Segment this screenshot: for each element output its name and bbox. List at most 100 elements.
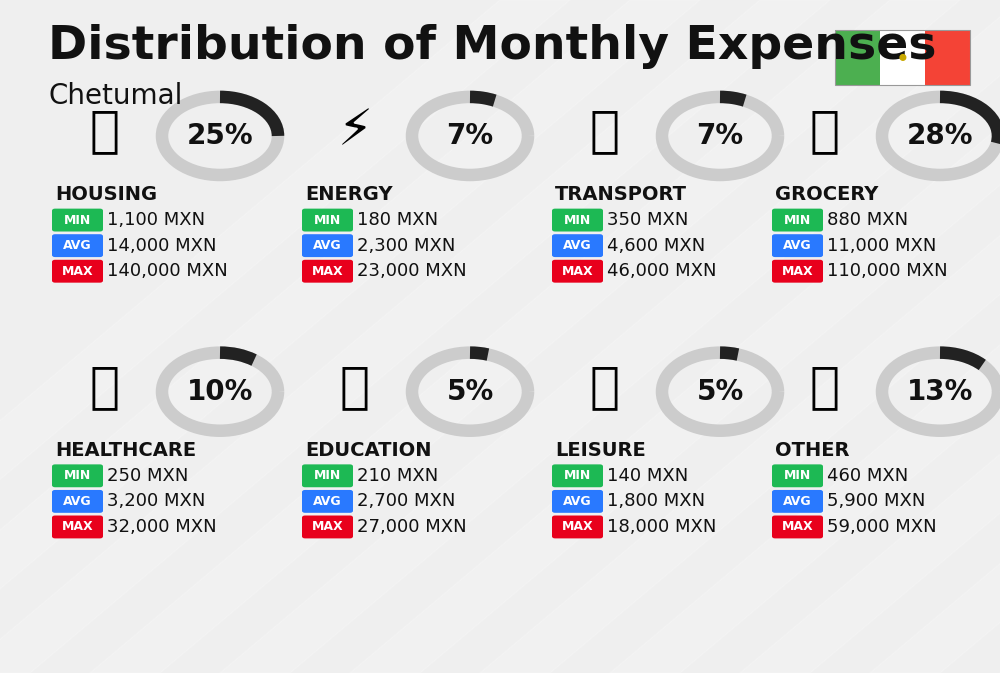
Text: 2,700 MXN: 2,700 MXN (357, 493, 455, 510)
Text: 140,000 MXN: 140,000 MXN (107, 262, 228, 280)
FancyBboxPatch shape (835, 30, 880, 85)
FancyBboxPatch shape (552, 234, 603, 257)
Text: 14,000 MXN: 14,000 MXN (107, 237, 216, 254)
Text: AVG: AVG (783, 495, 812, 508)
Text: 🏢: 🏢 (90, 107, 120, 155)
Text: AVG: AVG (563, 495, 592, 508)
Text: AVG: AVG (313, 239, 342, 252)
FancyBboxPatch shape (52, 516, 103, 538)
FancyBboxPatch shape (302, 490, 353, 513)
Text: GROCERY: GROCERY (775, 185, 878, 204)
Text: MAX: MAX (562, 264, 593, 278)
Text: MIN: MIN (314, 469, 341, 483)
Text: 3,200 MXN: 3,200 MXN (107, 493, 205, 510)
FancyBboxPatch shape (52, 234, 103, 257)
Text: HOUSING: HOUSING (55, 185, 157, 204)
Text: 10%: 10% (187, 378, 253, 406)
Text: OTHER: OTHER (775, 441, 850, 460)
Text: MIN: MIN (784, 213, 811, 227)
FancyBboxPatch shape (772, 464, 823, 487)
Text: 23,000 MXN: 23,000 MXN (357, 262, 467, 280)
Text: 🛍: 🛍 (590, 363, 620, 411)
FancyBboxPatch shape (552, 464, 603, 487)
FancyBboxPatch shape (552, 209, 603, 232)
Text: Distribution of Monthly Expenses: Distribution of Monthly Expenses (48, 24, 936, 69)
Text: TRANSPORT: TRANSPORT (555, 185, 687, 204)
FancyBboxPatch shape (552, 516, 603, 538)
FancyBboxPatch shape (772, 516, 823, 538)
Text: 13%: 13% (907, 378, 973, 406)
FancyBboxPatch shape (552, 490, 603, 513)
FancyBboxPatch shape (772, 490, 823, 513)
Text: MAX: MAX (782, 264, 813, 278)
Text: 32,000 MXN: 32,000 MXN (107, 518, 217, 536)
Text: 7%: 7% (446, 122, 494, 150)
Text: 180 MXN: 180 MXN (357, 211, 438, 229)
Text: 460 MXN: 460 MXN (827, 467, 908, 485)
Text: ⬤: ⬤ (899, 55, 906, 61)
Text: ⚡: ⚡ (337, 107, 373, 155)
FancyBboxPatch shape (302, 516, 353, 538)
Text: AVG: AVG (783, 239, 812, 252)
Text: MAX: MAX (312, 264, 343, 278)
Text: AVG: AVG (63, 495, 92, 508)
Text: 11,000 MXN: 11,000 MXN (827, 237, 936, 254)
Text: 25%: 25% (187, 122, 253, 150)
FancyBboxPatch shape (302, 209, 353, 232)
Text: MIN: MIN (64, 469, 91, 483)
Text: EDUCATION: EDUCATION (305, 441, 432, 460)
Text: AVG: AVG (313, 495, 342, 508)
Text: 💊: 💊 (90, 363, 120, 411)
Text: AVG: AVG (63, 239, 92, 252)
Text: AVG: AVG (563, 239, 592, 252)
Text: 5%: 5% (446, 378, 494, 406)
Text: 350 MXN: 350 MXN (607, 211, 688, 229)
FancyBboxPatch shape (772, 209, 823, 232)
FancyBboxPatch shape (772, 260, 823, 283)
Text: 🎓: 🎓 (340, 363, 370, 411)
FancyBboxPatch shape (52, 260, 103, 283)
Text: 5%: 5% (696, 378, 744, 406)
Text: 1,800 MXN: 1,800 MXN (607, 493, 705, 510)
Text: MIN: MIN (564, 469, 591, 483)
Text: MAX: MAX (312, 520, 343, 534)
Text: 5,900 MXN: 5,900 MXN (827, 493, 925, 510)
FancyBboxPatch shape (52, 490, 103, 513)
Text: 140 MXN: 140 MXN (607, 467, 688, 485)
Text: 🚌: 🚌 (590, 107, 620, 155)
FancyBboxPatch shape (552, 260, 603, 283)
Text: ENERGY: ENERGY (305, 185, 393, 204)
Text: 28%: 28% (907, 122, 973, 150)
Text: MIN: MIN (314, 213, 341, 227)
Text: 210 MXN: 210 MXN (357, 467, 438, 485)
FancyBboxPatch shape (925, 30, 970, 85)
FancyBboxPatch shape (52, 209, 103, 232)
Text: LEISURE: LEISURE (555, 441, 646, 460)
Text: 110,000 MXN: 110,000 MXN (827, 262, 948, 280)
FancyBboxPatch shape (880, 30, 925, 85)
Text: Chetumal: Chetumal (48, 82, 182, 110)
FancyBboxPatch shape (52, 464, 103, 487)
Text: 250 MXN: 250 MXN (107, 467, 188, 485)
Text: MIN: MIN (784, 469, 811, 483)
FancyBboxPatch shape (302, 464, 353, 487)
FancyBboxPatch shape (302, 260, 353, 283)
Text: MAX: MAX (782, 520, 813, 534)
Text: 2,300 MXN: 2,300 MXN (357, 237, 455, 254)
Text: 59,000 MXN: 59,000 MXN (827, 518, 937, 536)
Text: 18,000 MXN: 18,000 MXN (607, 518, 716, 536)
Text: HEALTHCARE: HEALTHCARE (55, 441, 196, 460)
Text: 🛒: 🛒 (810, 107, 840, 155)
Text: 27,000 MXN: 27,000 MXN (357, 518, 467, 536)
Text: 46,000 MXN: 46,000 MXN (607, 262, 717, 280)
Text: MAX: MAX (562, 520, 593, 534)
Text: 880 MXN: 880 MXN (827, 211, 908, 229)
FancyBboxPatch shape (772, 234, 823, 257)
Text: 4,600 MXN: 4,600 MXN (607, 237, 705, 254)
Text: 💰: 💰 (810, 363, 840, 411)
FancyBboxPatch shape (302, 234, 353, 257)
Text: MAX: MAX (62, 520, 93, 534)
Text: MAX: MAX (62, 264, 93, 278)
Text: 1,100 MXN: 1,100 MXN (107, 211, 205, 229)
Text: 7%: 7% (696, 122, 744, 150)
